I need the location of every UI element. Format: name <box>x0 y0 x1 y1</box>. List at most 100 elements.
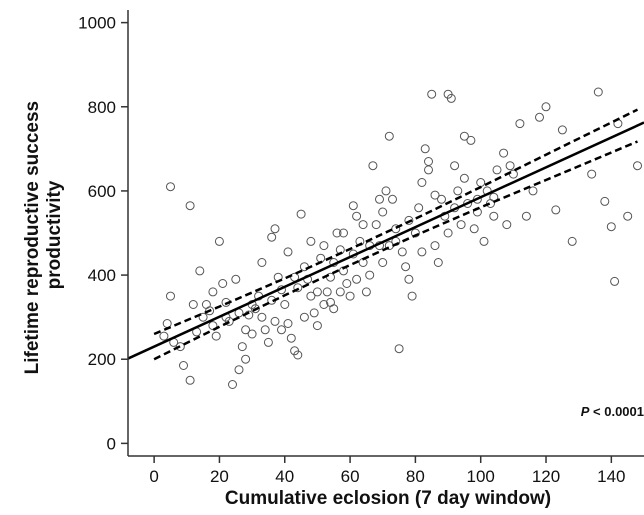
data-point <box>443 228 453 238</box>
data-point <box>329 304 339 314</box>
data-point <box>166 182 175 192</box>
data-point <box>257 312 267 322</box>
data-point <box>378 258 388 267</box>
data-point <box>342 279 352 288</box>
data-point <box>257 258 267 267</box>
data-point <box>587 169 597 179</box>
data-point <box>175 342 185 352</box>
data-point <box>293 350 303 360</box>
data-point <box>610 276 620 286</box>
p-value-label: P <box>581 404 590 419</box>
data-point <box>361 287 371 297</box>
y-axis-title: Lifetime reproductive success productivi… <box>22 96 65 375</box>
data-point <box>404 274 414 284</box>
data-point <box>404 215 414 225</box>
data-point <box>633 161 642 171</box>
x-tick-label: 120 <box>532 467 560 486</box>
data-point <box>535 112 544 122</box>
data-point <box>270 224 280 234</box>
data-point <box>469 224 479 234</box>
data-point <box>414 203 424 213</box>
x-axis: 0 20 40 60 80 100 120 140 <box>128 455 644 486</box>
x-tick-label: 100 <box>467 467 495 486</box>
data-point <box>319 241 329 251</box>
data-point <box>593 87 603 97</box>
data-point <box>205 306 215 316</box>
data-point <box>283 247 293 257</box>
data-point <box>365 270 375 280</box>
data-point <box>185 201 195 211</box>
data-point <box>606 222 616 232</box>
data-point <box>198 312 208 322</box>
data-point <box>267 232 277 242</box>
data-point <box>499 148 509 158</box>
data-point <box>378 207 388 217</box>
data-point <box>270 316 280 326</box>
data-point <box>358 220 368 230</box>
data-point <box>424 165 433 175</box>
y-tick-label: 1000 <box>78 14 116 33</box>
data-point <box>407 291 417 301</box>
data-point <box>188 300 198 309</box>
p-value-annotation: P < 0.0001 <box>581 404 644 419</box>
data-point <box>492 165 502 175</box>
data-point <box>283 319 293 328</box>
regression-line <box>127 121 644 360</box>
data-point <box>541 102 551 112</box>
data-point <box>263 337 273 347</box>
data-point <box>352 274 362 284</box>
data-point <box>277 325 286 335</box>
x-tick-label: 80 <box>406 467 425 486</box>
data-point <box>381 186 391 196</box>
data-point <box>195 266 205 276</box>
data-point <box>446 93 456 103</box>
x-tick-label: 140 <box>597 467 625 486</box>
data-point <box>280 300 290 309</box>
data-point <box>332 228 342 238</box>
data-point <box>459 173 469 183</box>
data-point <box>208 287 218 297</box>
x-tick-label: 0 <box>149 467 158 486</box>
data-point <box>306 291 316 301</box>
data-point <box>476 178 486 187</box>
data-point <box>479 236 489 246</box>
y-tick-label: 0 <box>107 434 116 453</box>
data-point <box>410 228 420 238</box>
data-point <box>375 194 384 204</box>
data-point <box>453 186 463 196</box>
data-point <box>623 211 633 221</box>
upper-confidence-band <box>153 108 639 336</box>
data-point <box>427 89 437 99</box>
data-point <box>260 325 270 335</box>
data-point <box>159 331 169 341</box>
data-point <box>456 220 466 230</box>
lower-confidence-band <box>153 140 638 361</box>
x-axis-title: Cumulative eclosion (7 day window) <box>225 488 551 509</box>
data-point <box>430 190 440 200</box>
data-point <box>319 300 329 309</box>
data-point <box>247 329 257 339</box>
x-tick-label: 20 <box>210 467 229 486</box>
data-point <box>388 194 397 204</box>
data-point <box>306 236 316 246</box>
y-tick-label: 200 <box>88 350 116 369</box>
data-point <box>241 325 251 335</box>
data-point <box>345 291 355 301</box>
data-point <box>401 262 411 272</box>
x-tick-label: 40 <box>275 467 294 486</box>
data-point <box>185 375 195 385</box>
data-point <box>528 186 538 196</box>
y-axis: 0 200 400 600 800 1000 <box>78 10 129 456</box>
data-point <box>296 209 306 219</box>
data-point <box>489 211 499 221</box>
data-point <box>371 220 381 230</box>
data-point <box>420 144 430 154</box>
data-point <box>417 247 427 257</box>
data-point <box>348 201 358 211</box>
data-point <box>424 157 433 166</box>
data-point <box>466 135 476 145</box>
y-tick-label: 800 <box>88 98 116 117</box>
data-point <box>515 119 525 129</box>
data-point <box>557 125 567 135</box>
